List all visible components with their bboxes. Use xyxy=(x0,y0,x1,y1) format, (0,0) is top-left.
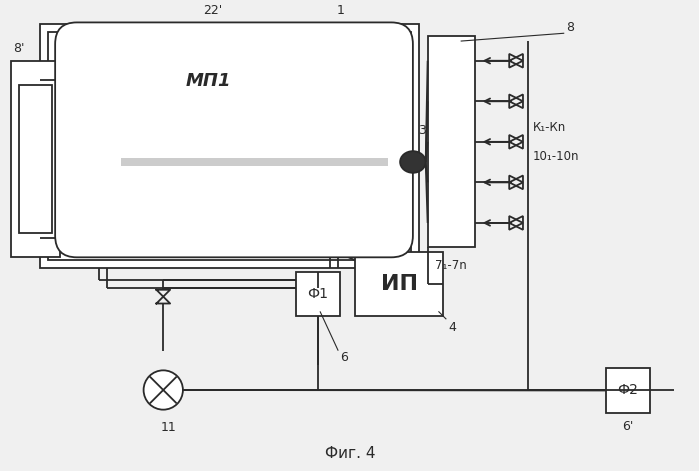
Bar xyxy=(11,61,60,257)
Text: 4: 4 xyxy=(448,321,456,334)
Text: 7₁-7n: 7₁-7n xyxy=(435,259,467,272)
Text: 6': 6' xyxy=(622,421,633,433)
Bar xyxy=(121,158,389,166)
Text: МП1: МП1 xyxy=(186,73,231,90)
Text: 6: 6 xyxy=(340,351,348,364)
Bar xyxy=(41,24,419,268)
Text: 10₁-10n: 10₁-10n xyxy=(533,150,579,162)
Text: Фиг. 4: Фиг. 4 xyxy=(325,447,375,462)
Bar xyxy=(605,368,650,413)
Text: К₁-Кn: К₁-Кn xyxy=(533,121,566,134)
Text: 11: 11 xyxy=(160,422,176,434)
Text: Ф1: Ф1 xyxy=(308,287,329,301)
Bar xyxy=(428,36,475,247)
Text: 1: 1 xyxy=(336,3,344,16)
Bar xyxy=(355,252,443,317)
Text: 8': 8' xyxy=(13,42,24,55)
FancyBboxPatch shape xyxy=(55,23,413,257)
Bar xyxy=(19,85,52,233)
Bar xyxy=(296,272,340,317)
Text: ИП: ИП xyxy=(381,274,417,294)
Text: Ф2: Ф2 xyxy=(617,383,638,398)
Text: 22': 22' xyxy=(203,3,222,16)
Ellipse shape xyxy=(400,151,426,173)
Bar xyxy=(48,32,411,260)
Circle shape xyxy=(143,370,183,410)
Text: 3: 3 xyxy=(418,124,426,138)
Text: 8: 8 xyxy=(566,22,574,34)
